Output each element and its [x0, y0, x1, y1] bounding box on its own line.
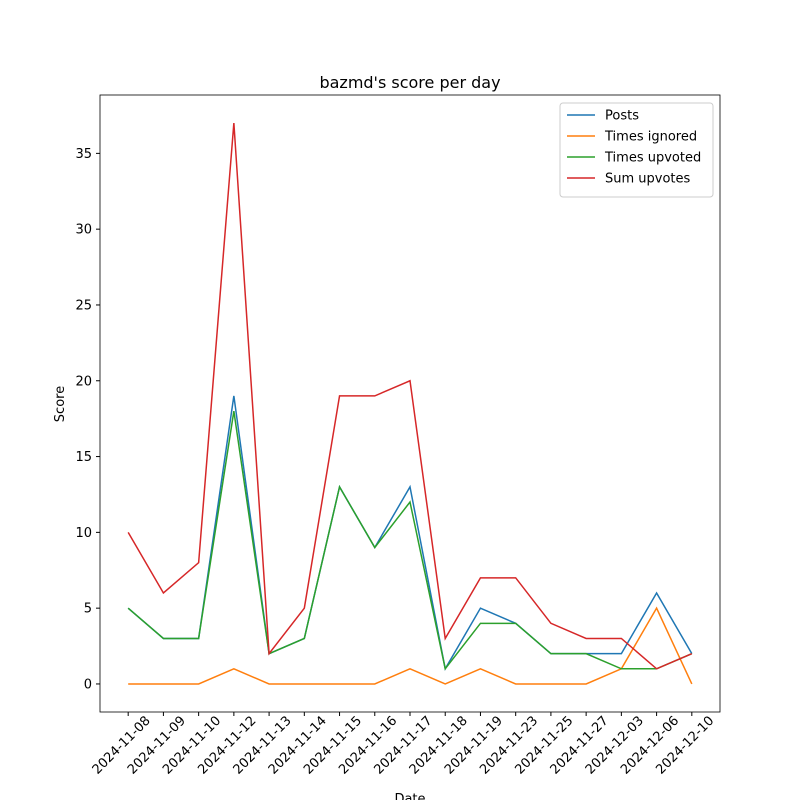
series-line	[128, 606, 693, 685]
y-tick-label: 30	[75, 223, 92, 238]
y-tick-label: 10	[75, 526, 92, 541]
y-tick-label: 25	[75, 298, 92, 313]
y-axis-label: Score	[53, 386, 68, 422]
legend-label: Sum upvotes	[605, 172, 691, 187]
x-axis-label: Date	[394, 792, 425, 800]
legend-label: Posts	[605, 109, 639, 124]
series-line	[127, 410, 693, 671]
chart-title: bazmd's score per day	[319, 73, 500, 92]
legend-label: Times upvoted	[604, 151, 701, 166]
series-line	[127, 395, 693, 671]
legend-box	[559, 102, 714, 198]
legend-label: Times ignored	[604, 130, 697, 145]
plot-frame	[99, 94, 721, 713]
y-tick-label: 0	[84, 677, 92, 692]
y-tick-label: 35	[75, 147, 92, 162]
y-tick-label: 15	[75, 450, 92, 465]
series-line	[127, 122, 693, 670]
y-tick-label: 20	[75, 374, 92, 389]
y-tick-label: 5	[84, 602, 92, 617]
